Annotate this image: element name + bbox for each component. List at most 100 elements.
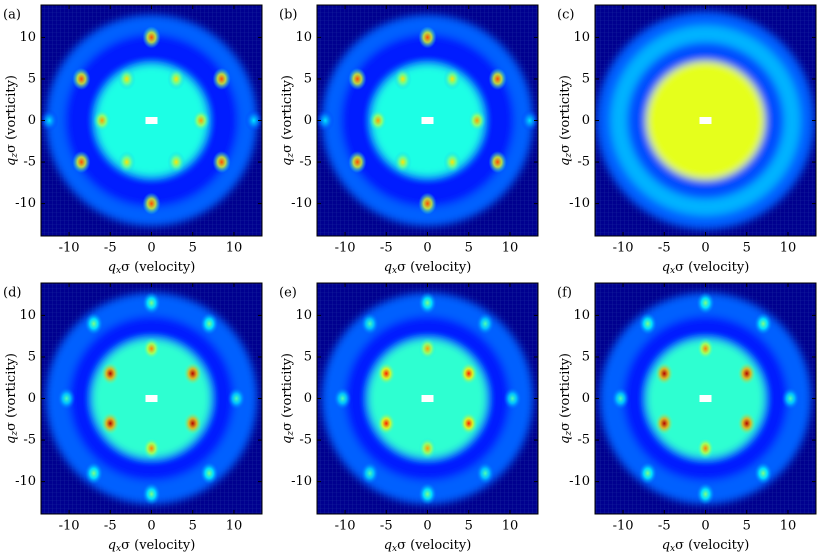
- x-label-var: q: [384, 260, 392, 275]
- peak: [317, 109, 335, 132]
- peak: [418, 192, 437, 215]
- x-tick-label: 0: [423, 241, 431, 256]
- x-tick-label: -5: [380, 519, 393, 534]
- peak: [781, 387, 800, 410]
- y-tick-label: 10: [19, 308, 36, 323]
- x-tick-label: 5: [743, 241, 751, 256]
- peak: [488, 67, 507, 90]
- plot-area: [41, 5, 262, 236]
- x-tick-label: 10: [226, 241, 243, 256]
- peak: [167, 151, 186, 174]
- y-label-sub: z: [10, 431, 20, 437]
- x-tick-label: 0: [701, 241, 709, 256]
- y-axis-label: qzσ (vorticity): [280, 353, 296, 444]
- peak: [41, 109, 59, 132]
- peak: [333, 387, 352, 410]
- panel-label: (b): [279, 8, 297, 23]
- y-tick-label: 0: [582, 113, 590, 128]
- peak: [418, 291, 437, 314]
- y-label-text: σ (vorticity): [280, 75, 295, 153]
- x-tick-label: 5: [743, 519, 751, 534]
- plot-area: [41, 283, 262, 514]
- peak: [754, 312, 773, 335]
- beam-stop: [421, 395, 434, 402]
- peak: [117, 151, 136, 174]
- peak: [101, 412, 120, 435]
- y-tick-label: -5: [299, 155, 312, 170]
- peak: [696, 291, 715, 314]
- x-tick-label: 0: [147, 241, 155, 256]
- peak: [459, 412, 478, 435]
- x-label-sub: x: [392, 266, 397, 276]
- peak: [101, 362, 120, 385]
- x-label-sub: x: [392, 544, 397, 554]
- plot-area: [317, 283, 538, 514]
- peak: [212, 67, 231, 90]
- x-tick-label: 0: [701, 519, 709, 534]
- y-label-sub: z: [286, 431, 296, 437]
- y-axis-label: qzσ (vorticity): [558, 75, 574, 166]
- y-tick-label: -5: [577, 155, 590, 170]
- y-tick-label: -10: [291, 196, 312, 211]
- y-tick-label: 0: [28, 391, 36, 406]
- peak: [611, 387, 630, 410]
- x-label-sub: x: [116, 266, 121, 276]
- x-label-text: σ (velocity): [121, 538, 195, 553]
- x-axis-label: qxσ (velocity): [108, 538, 196, 554]
- peak: [227, 387, 246, 410]
- y-axis-label: qzσ (vorticity): [280, 75, 296, 166]
- peak: [488, 151, 507, 174]
- x-tick-label: 10: [502, 519, 519, 534]
- x-tick-label: 5: [465, 241, 473, 256]
- peak: [360, 462, 379, 485]
- peak: [503, 387, 522, 410]
- y-tick-label: 10: [573, 308, 590, 323]
- y-tick-label: -5: [299, 433, 312, 448]
- peak: [696, 337, 715, 360]
- x-tick-label: -5: [380, 241, 393, 256]
- peak: [476, 462, 495, 485]
- x-tick-label: 0: [147, 519, 155, 534]
- beam-stop: [145, 117, 158, 124]
- x-tick-label: 10: [780, 241, 797, 256]
- peak: [191, 109, 210, 132]
- peak: [183, 412, 202, 435]
- x-label-text: σ (velocity): [397, 538, 471, 553]
- peak: [655, 412, 674, 435]
- peak: [754, 462, 773, 485]
- beam-stop: [421, 117, 434, 124]
- plot-area: [595, 5, 816, 236]
- y-tick-label: 10: [573, 30, 590, 45]
- x-label-sub: x: [116, 544, 121, 554]
- peak: [737, 362, 756, 385]
- peak: [443, 151, 462, 174]
- x-label-sub: x: [670, 544, 675, 554]
- x-axis-label: qxσ (velocity): [384, 538, 472, 554]
- x-label-text: σ (velocity): [397, 260, 471, 275]
- panel-label: (a): [3, 8, 21, 23]
- x-tick-label: -10: [59, 241, 80, 256]
- y-tick-label: 10: [19, 30, 36, 45]
- peak: [72, 151, 91, 174]
- beam-stop: [699, 395, 712, 402]
- peak: [696, 483, 715, 506]
- x-tick-label: -10: [335, 519, 356, 534]
- x-tick-label: -5: [104, 241, 117, 256]
- x-tick-label: -10: [613, 241, 634, 256]
- peak: [200, 462, 219, 485]
- x-label-text: σ (velocity): [675, 538, 749, 553]
- x-tick-label: 10: [502, 241, 519, 256]
- peak: [142, 26, 161, 49]
- peak: [142, 337, 161, 360]
- x-label-var: q: [384, 538, 392, 553]
- y-label-sub: z: [286, 153, 296, 159]
- x-tick-label: -5: [658, 519, 671, 534]
- peak: [244, 109, 262, 132]
- x-tick-label: -10: [613, 519, 634, 534]
- peak: [212, 151, 231, 174]
- peak: [117, 67, 136, 90]
- panel-label: (c): [557, 8, 574, 23]
- x-tick-label: -10: [59, 519, 80, 534]
- y-tick-label: 10: [295, 308, 312, 323]
- y-label-var: q: [558, 436, 573, 444]
